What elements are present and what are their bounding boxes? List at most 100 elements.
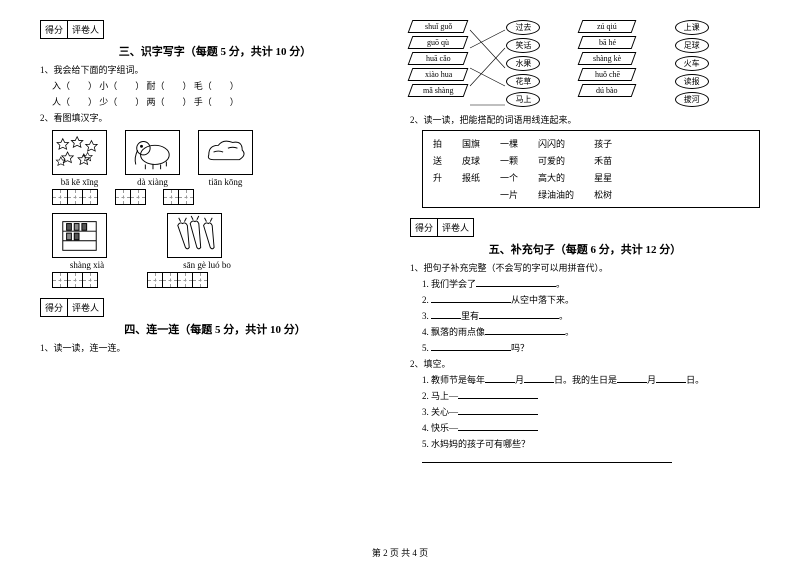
w[interactable]: 国旗 xyxy=(462,137,480,150)
rhombus-item[interactable]: xiào hua xyxy=(408,68,469,81)
w[interactable]: 一个 xyxy=(500,171,518,184)
w[interactable]: 报纸 xyxy=(462,171,480,184)
section4-title: 四、连一连（每题 5 分，共计 10 分） xyxy=(40,321,390,337)
wc1: 拍 送 升 xyxy=(433,137,442,201)
w[interactable]: 一片 xyxy=(500,188,518,201)
write-grid[interactable] xyxy=(163,189,193,205)
match-right-words: 上课 足球 火车 读报 拔河 xyxy=(675,20,709,107)
oval-item[interactable]: 过去 xyxy=(506,20,540,35)
s3-q1: 1、我会给下面的字组词。 xyxy=(40,63,390,76)
match-center-words: 过去 笑话 水果 花草 马上 xyxy=(506,20,540,107)
blank[interactable] xyxy=(656,373,686,383)
s5-q1-l3: 3. 里有。 xyxy=(422,309,760,322)
w[interactable]: 闪闪的 xyxy=(538,137,574,150)
oval-item[interactable]: 拔河 xyxy=(675,92,709,107)
rhombus-item[interactable]: huā cǎo xyxy=(408,52,469,65)
image-elephant xyxy=(125,130,180,175)
wc3: 一棵 一颗 一个 一片 xyxy=(500,137,518,201)
oval-item[interactable]: 水果 xyxy=(506,56,540,71)
blank[interactable] xyxy=(479,309,559,319)
oval-item[interactable]: 上课 xyxy=(675,20,709,35)
w[interactable]: 孩子 xyxy=(594,137,612,150)
rhombus-item[interactable]: bā hé xyxy=(578,36,637,49)
blank[interactable] xyxy=(485,325,565,335)
left-column: 得分 评卷人 三、识字写字（每题 5 分，共计 10 分） 1、我会给下面的字组… xyxy=(40,20,390,468)
score-box-5: 得分 评卷人 xyxy=(410,218,760,237)
img-row-2 xyxy=(52,213,390,258)
w[interactable]: 松树 xyxy=(594,188,612,201)
score-label: 得分 xyxy=(40,298,68,317)
img-row-1 xyxy=(52,130,390,175)
wc4: 闪闪的 可爱的 高大的 绿油油的 xyxy=(538,137,574,201)
image-carrot xyxy=(167,213,222,258)
w[interactable]: 升 xyxy=(433,171,442,184)
image-shelf xyxy=(52,213,107,258)
w[interactable]: 皮球 xyxy=(462,154,480,167)
write-grid[interactable] xyxy=(52,189,97,205)
rhombus-item[interactable]: mǎ shàng xyxy=(408,84,469,97)
s4-q1: 1、读一读，连一连。 xyxy=(40,341,390,354)
page-container: 得分 评卷人 三、识字写字（每题 5 分，共计 10 分） 1、我会给下面的字组… xyxy=(40,20,760,468)
w[interactable]: 绿油油的 xyxy=(538,188,574,201)
char: 毛（ ） xyxy=(194,81,239,91)
pinyin: bā kē xīng xyxy=(52,177,107,187)
blank[interactable] xyxy=(458,421,538,431)
w[interactable]: 禾苗 xyxy=(594,154,612,167)
w[interactable]: 送 xyxy=(433,154,442,167)
write-grid[interactable] xyxy=(147,272,207,288)
w[interactable]: 高大的 xyxy=(538,171,574,184)
pinyin-row-1: bā kē xīng dà xiàng tiān kōng xyxy=(52,177,390,187)
blank[interactable] xyxy=(617,373,647,383)
char: 人（ ） xyxy=(52,97,97,107)
w[interactable]: 一棵 xyxy=(500,137,518,150)
section3-title: 三、识字写字（每题 5 分，共计 10 分） xyxy=(40,43,390,59)
s5-q1-l1: 1. 我们学会了。 xyxy=(422,277,760,290)
write-grid[interactable] xyxy=(115,189,145,205)
s5-q2-l1: 1. 教师节是每年月日。我的生日是月日。 xyxy=(422,373,760,386)
rhombus-item[interactable]: huǒ chē xyxy=(578,68,637,81)
image-stars xyxy=(52,130,107,175)
oval-item[interactable]: 花草 xyxy=(506,74,540,89)
blank[interactable] xyxy=(431,309,461,319)
char: 两（ ） xyxy=(147,97,192,107)
write-grid[interactable] xyxy=(52,272,97,288)
rhombus-item[interactable]: guō qù xyxy=(408,36,469,49)
oval-item[interactable]: 足球 xyxy=(675,38,709,53)
rhombus-item[interactable]: dú bào xyxy=(578,84,637,97)
reviewer-label: 评卷人 xyxy=(67,298,104,317)
char: 少（ ） xyxy=(99,97,144,107)
blank[interactable] xyxy=(431,293,511,303)
section5-title: 五、补充句子（每题 6 分，共计 12 分） xyxy=(410,241,760,257)
w[interactable]: 一颗 xyxy=(500,154,518,167)
w[interactable]: 可爱的 xyxy=(538,154,574,167)
char: 入（ ） xyxy=(52,81,97,91)
reviewer-label: 评卷人 xyxy=(67,20,104,39)
rhombus-item[interactable]: shuǐ guǒ xyxy=(408,20,469,33)
char: 手（ ） xyxy=(194,97,239,107)
s5-q2-l4: 4. 快乐— xyxy=(422,421,760,434)
right-column: shuǐ guǒ guō qù huā cǎo xiào hua mǎ shàn… xyxy=(410,20,760,468)
oval-item[interactable]: 读报 xyxy=(675,74,709,89)
oval-item[interactable]: 火车 xyxy=(675,56,709,71)
blank[interactable] xyxy=(476,277,556,287)
oval-item[interactable]: 马上 xyxy=(506,92,540,107)
blank[interactable] xyxy=(524,373,554,383)
wc2: 国旗 皮球 报纸 xyxy=(462,137,480,201)
rhombus-item[interactable]: zú qiú xyxy=(578,20,637,33)
wc5: 孩子 禾苗 星星 松树 xyxy=(594,137,612,201)
s3-q1-row2: 人（ ） 少（ ） 两（ ） 手（ ） xyxy=(52,95,390,108)
blank[interactable] xyxy=(458,389,538,399)
blank[interactable] xyxy=(422,453,672,463)
s5-q2-l5-blank xyxy=(422,453,760,465)
oval-item[interactable]: 笑话 xyxy=(506,38,540,53)
s5-q2-l3: 3. 关心— xyxy=(422,405,760,418)
blank[interactable] xyxy=(431,341,511,351)
rhombus-item[interactable]: shàng kè xyxy=(578,52,637,65)
w[interactable]: 拍 xyxy=(433,137,442,150)
grid-row-2 xyxy=(52,272,390,288)
s5-q2: 2、填空。 xyxy=(410,357,760,370)
w[interactable]: 星星 xyxy=(594,171,612,184)
blank[interactable] xyxy=(485,373,515,383)
blank[interactable] xyxy=(458,405,538,415)
match-area: shuǐ guǒ guō qù huā cǎo xiào hua mǎ shàn… xyxy=(410,20,760,107)
